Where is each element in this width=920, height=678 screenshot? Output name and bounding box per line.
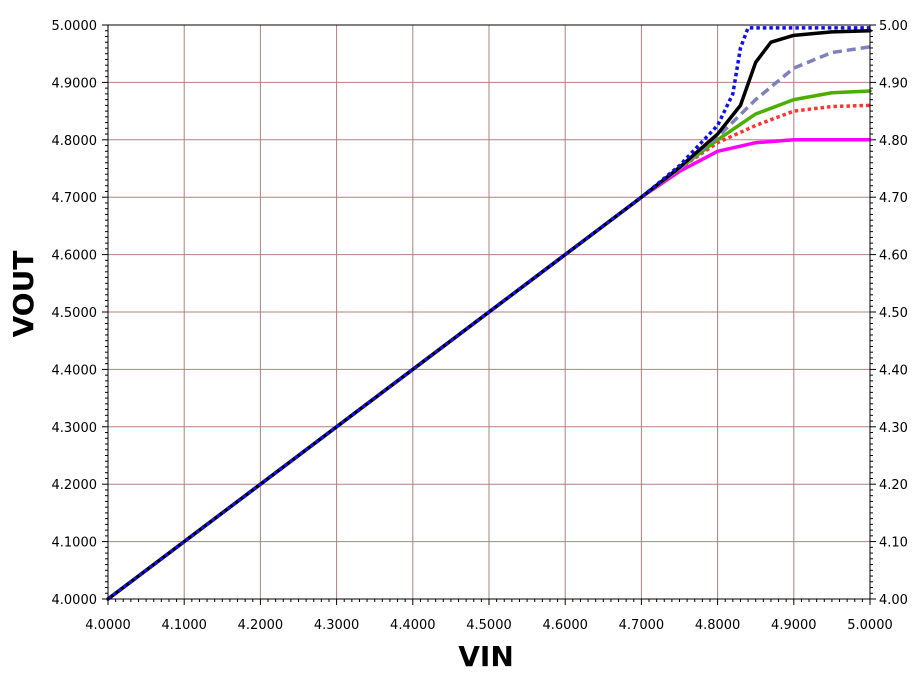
plot-frame — [107, 24, 871, 600]
x-tick-label: 4.3000 — [314, 618, 360, 633]
x-axis-title: VIN — [458, 640, 514, 673]
y-tick-label: 4.2000 — [52, 478, 98, 493]
y-tick-label-right: 4.20 — [879, 478, 908, 493]
y-tick-labels-right: 4.00 4.10 4.20 4.30 4.40 4.50 4.60 4.70 4.80 4.90… — [879, 19, 908, 608]
x-tick-label: 4.7000 — [619, 618, 665, 633]
y-tick-label: 4.5000 — [52, 306, 98, 321]
x-tick-label: 4.4000 — [390, 618, 436, 633]
y-tick-label-right: 5.00 — [879, 19, 908, 34]
y-tick-label: 4.0000 — [52, 593, 98, 608]
series-layer — [106, 26, 872, 601]
x-tick-label: 4.5000 — [466, 618, 512, 633]
y-tick-label-right: 4.10 — [879, 536, 908, 551]
y-tick-labels: 4.0000 4.1000 4.2000 4.3000 4.4000 4.5000 4.60… — [52, 19, 98, 608]
y-tick-label-right: 4.70 — [879, 191, 908, 206]
y-tick-label: 4.1000 — [52, 536, 98, 551]
y-tick-label: 4.8000 — [52, 134, 98, 149]
x-tick-label: 4.9000 — [771, 618, 817, 633]
y-tick-label: 5.0000 — [52, 19, 98, 34]
x-tick-label: 4.0000 — [85, 618, 131, 633]
x-tick-label: 4.1000 — [161, 618, 207, 633]
x-tick-labels: 4.0000 4.1000 4.2000 4.3000 4.4000 4.5000 4.60… — [85, 618, 893, 633]
y-tick-label-right: 4.00 — [879, 593, 908, 608]
x-tick-label: 4.2000 — [238, 618, 284, 633]
x-tick-label: 4.6000 — [542, 618, 588, 633]
y-tick-label: 4.6000 — [52, 249, 98, 264]
y-tick-label-right: 4.60 — [879, 249, 908, 264]
series-line-2 — [106, 103, 871, 601]
y-tick-label: 4.9000 — [52, 76, 98, 91]
y-tick-label-right: 4.30 — [879, 421, 908, 436]
y-tick-label: 4.4000 — [52, 363, 98, 378]
y-tick-label-right: 4.90 — [879, 76, 908, 91]
y-tick-label-right: 4.50 — [879, 306, 908, 321]
x-tick-label: 5.0000 — [847, 618, 893, 633]
x-tick-label: 4.8000 — [695, 618, 741, 633]
y-tick-label-right: 4.40 — [879, 363, 908, 378]
y-tick-label-right: 4.80 — [879, 134, 908, 149]
y-axis-title: VOUT — [7, 251, 40, 338]
y-tick-label: 4.3000 — [52, 421, 98, 436]
y-tick-label: 4.7000 — [52, 191, 98, 206]
series-line-6 — [106, 26, 870, 601]
